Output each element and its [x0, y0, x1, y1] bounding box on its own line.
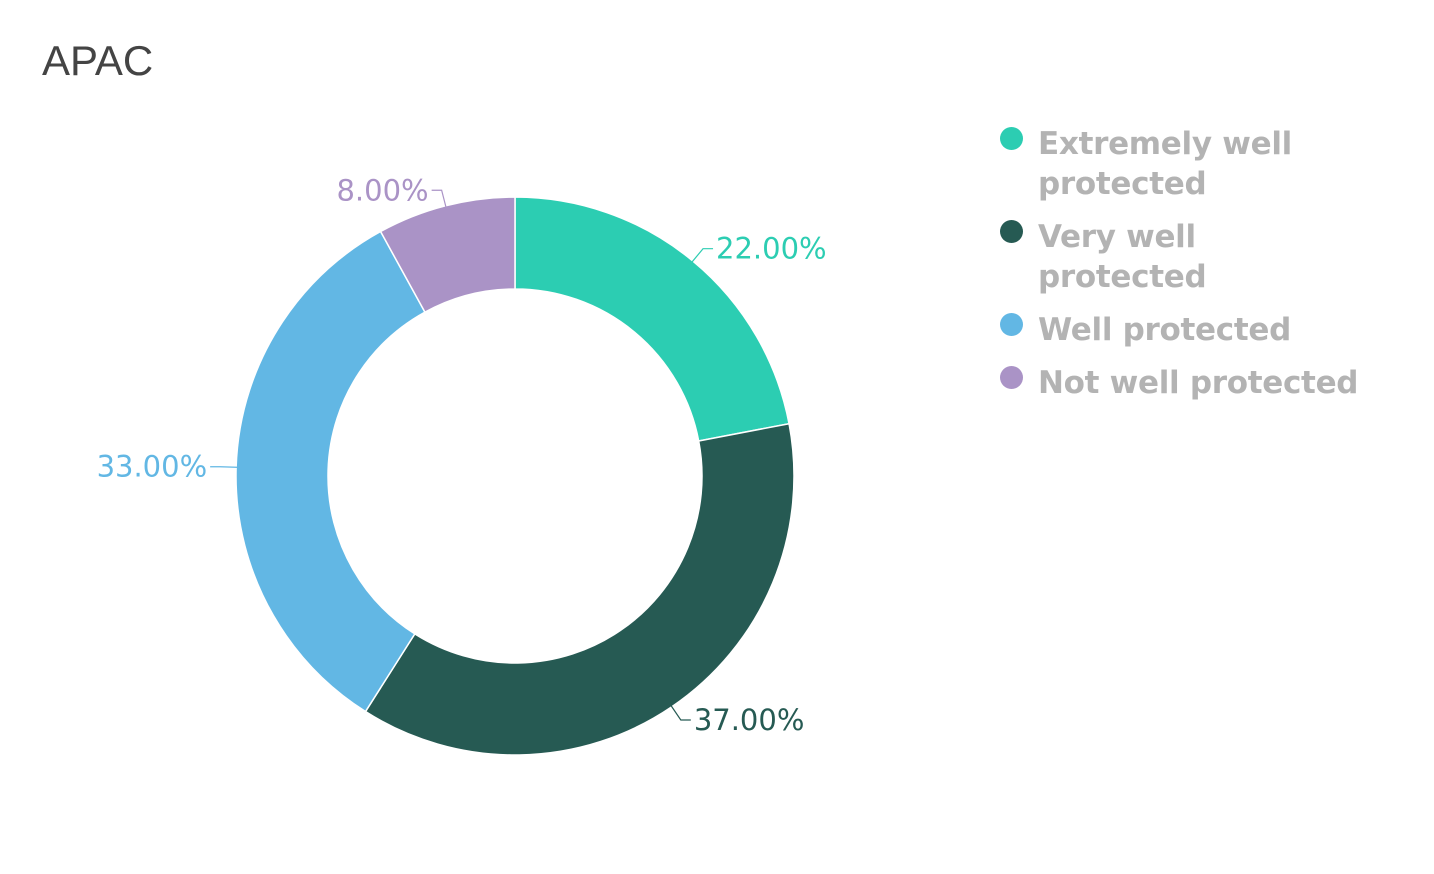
leader-line-not-well-protected: [431, 189, 449, 214]
leader-line-well-protected: [210, 466, 245, 469]
legend-swatch: [1000, 127, 1023, 150]
slice-well-protected[interactable]: [235, 230, 426, 713]
slice-extremely-well-protected[interactable]: [514, 196, 790, 442]
leader-line-very-well-protected: [666, 699, 691, 721]
legend-label: Well protected: [1038, 312, 1291, 348]
legend-item-extremely-well-protected[interactable]: Extremely well protected: [1000, 124, 1360, 204]
slice-very-well-protected[interactable]: [364, 422, 795, 756]
legend-item-not-well-protected[interactable]: Not well protected: [1000, 363, 1360, 403]
legend-swatch: [1000, 313, 1023, 336]
data-label-not-well-protected: 8.00%: [336, 173, 428, 207]
legend-swatch: [1000, 366, 1023, 389]
chart-title: APAC: [42, 37, 154, 84]
data-label-well-protected: 33.00%: [97, 450, 208, 484]
legend-swatch: [1000, 220, 1023, 243]
legend-label: Extremely well protected: [1038, 126, 1292, 202]
legend-label: Very well protected: [1038, 219, 1207, 295]
legend-label: Not well protected: [1038, 365, 1359, 401]
legend-item-very-well-protected[interactable]: Very well protected: [1000, 217, 1360, 297]
data-label-very-well-protected: 37.00%: [694, 703, 805, 737]
chart-legend: Extremely well protected Very well prote…: [1000, 124, 1360, 416]
data-label-extremely-well-protected: 22.00%: [716, 232, 827, 266]
slice-not-well-protected[interactable]: [379, 196, 516, 314]
leader-line-extremely-well-protected: [687, 248, 714, 268]
legend-item-well-protected[interactable]: Well protected: [1000, 310, 1360, 350]
